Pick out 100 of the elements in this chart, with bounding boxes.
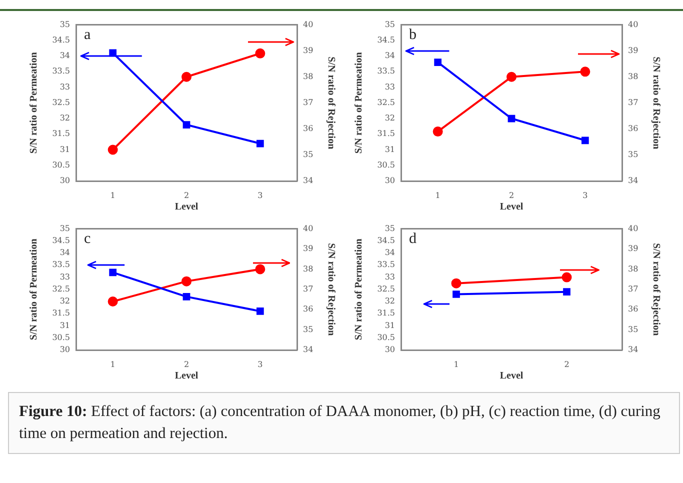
y-tick-label: 30.5	[377, 332, 395, 342]
y2-tick-label: 37	[628, 284, 638, 294]
y-tick-label: 32.5	[377, 98, 395, 107]
y-tick-label: 30	[60, 176, 70, 186]
y-tick-label: 34.5	[52, 236, 70, 245]
point	[108, 144, 118, 155]
y-axis-title: S/N ratio of Permeation	[354, 238, 365, 340]
point	[255, 48, 266, 58]
y-tick-label: 33	[60, 82, 70, 92]
y2-tick-label: 40	[303, 224, 314, 233]
x-tick-label: 3	[258, 190, 263, 200]
y-tick-label: 32	[60, 296, 70, 306]
y-tick-label: 31	[60, 320, 70, 330]
y2-tick-label: 34	[628, 176, 638, 186]
y-tick-label: 30.5	[377, 160, 395, 170]
point	[109, 49, 117, 57]
y2-tick-label: 36	[628, 304, 638, 314]
y-tick-label: 32	[60, 114, 70, 123]
y-tick-label: 30.5	[52, 160, 70, 170]
point	[432, 126, 443, 137]
y2-tick-label: 34	[628, 345, 638, 354]
point	[255, 264, 266, 274]
x-tick-label: 2	[564, 360, 570, 369]
point	[506, 72, 516, 82]
y-tick-label: 32.5	[52, 284, 70, 294]
y2-tick-label: 35	[303, 150, 314, 160]
chart-title: b	[409, 27, 416, 44]
y-tick-label: 31	[60, 144, 70, 154]
y-tick-label: 34.5	[52, 36, 70, 44]
y2-axis-title: S/N ratio of Rejection	[325, 56, 336, 150]
y-tick-label: 35	[60, 20, 70, 29]
y-tick-label: 33.5	[52, 260, 70, 270]
y2-axis-title: S/N ratio of Rejection	[650, 56, 662, 150]
point	[508, 114, 516, 122]
y-tick-label: 33.5	[377, 66, 395, 76]
y2-tick-label: 37	[628, 98, 638, 107]
y-tick-label: 32.5	[377, 284, 395, 294]
y-axis-title: S/N ratio of Permeation	[354, 52, 365, 154]
y-tick-label: 30	[384, 176, 395, 186]
x-axis-title: Level	[174, 202, 198, 213]
y2-tick-label: 35	[303, 324, 314, 334]
y-tick-label: 31.5	[52, 308, 70, 318]
point	[182, 121, 190, 128]
x-tick-label: 1	[435, 190, 440, 200]
y-tick-label: 31.5	[377, 308, 395, 318]
x-axis-title: Level	[500, 370, 524, 382]
y-axis-title: S/N ratio of Permeation	[28, 52, 40, 154]
y2-tick-label: 36	[303, 124, 314, 134]
y-tick-label: 30	[60, 345, 70, 354]
x-tick-label: 1	[110, 190, 116, 200]
y2-tick-label: 34	[303, 176, 314, 186]
y-tick-label: 30.5	[52, 332, 70, 342]
point	[580, 66, 590, 77]
y-tick-label: 33.5	[377, 260, 395, 270]
y-tick-label: 35	[384, 20, 395, 29]
y-tick-label: 33.5	[52, 66, 70, 76]
point	[182, 72, 192, 82]
y-tick-label: 35	[384, 224, 395, 233]
y-tick-label: 33	[384, 82, 395, 92]
caption: Figure 10: Effect of factors: (a) concentration of DAAA monomer, (b) pH, (c) reaction time, (d) curing time on permeation and rejection.	[8, 392, 680, 454]
x-tick-label: 1	[110, 360, 116, 369]
y-tick-label: 34	[384, 51, 395, 60]
y2-tick-label: 39	[303, 46, 314, 55]
point	[581, 136, 589, 144]
point	[182, 292, 190, 300]
x-tick-label: 2	[184, 190, 190, 200]
point	[256, 140, 264, 148]
x-tick-label: 3	[582, 190, 588, 200]
y-tick-label: 33	[384, 272, 395, 282]
y-tick-label: 31.5	[377, 129, 395, 138]
y-axis-title: S/N ratio of Permeation	[28, 238, 40, 340]
chart-title: a	[84, 27, 91, 44]
y-tick-label: 32.5	[52, 98, 70, 107]
y2-tick-label: 38	[628, 72, 638, 81]
y-tick-label: 34.5	[377, 36, 395, 44]
y-tick-label: 34	[60, 51, 70, 60]
y2-tick-label: 38	[303, 72, 314, 81]
y2-tick-label: 38	[303, 264, 314, 274]
y-tick-label: 35	[60, 224, 70, 233]
x-tick-label: 2	[508, 190, 514, 200]
y2-tick-label: 36	[628, 124, 638, 134]
y2-tick-label: 35	[628, 150, 638, 160]
y2-tick-label: 40	[628, 20, 638, 29]
y2-tick-label: 35	[628, 324, 638, 334]
y2-tick-label: 37	[303, 284, 314, 294]
y2-tick-label: 36	[303, 304, 314, 314]
y-tick-label: 34	[384, 248, 395, 258]
y-tick-label: 32	[384, 296, 395, 306]
point	[256, 308, 264, 315]
y2-tick-label: 40	[628, 224, 638, 233]
point	[109, 268, 117, 276]
x-axis-title: Level	[500, 202, 524, 213]
y2-tick-label: 40	[303, 20, 314, 29]
y2-tick-label: 39	[628, 244, 638, 254]
chart-title: c	[84, 231, 91, 248]
y-tick-label: 31	[384, 320, 395, 330]
y-tick-label: 31	[384, 144, 395, 154]
y2-tick-label: 38	[628, 264, 638, 274]
y2-tick-label: 39	[303, 244, 314, 254]
point	[434, 58, 442, 66]
